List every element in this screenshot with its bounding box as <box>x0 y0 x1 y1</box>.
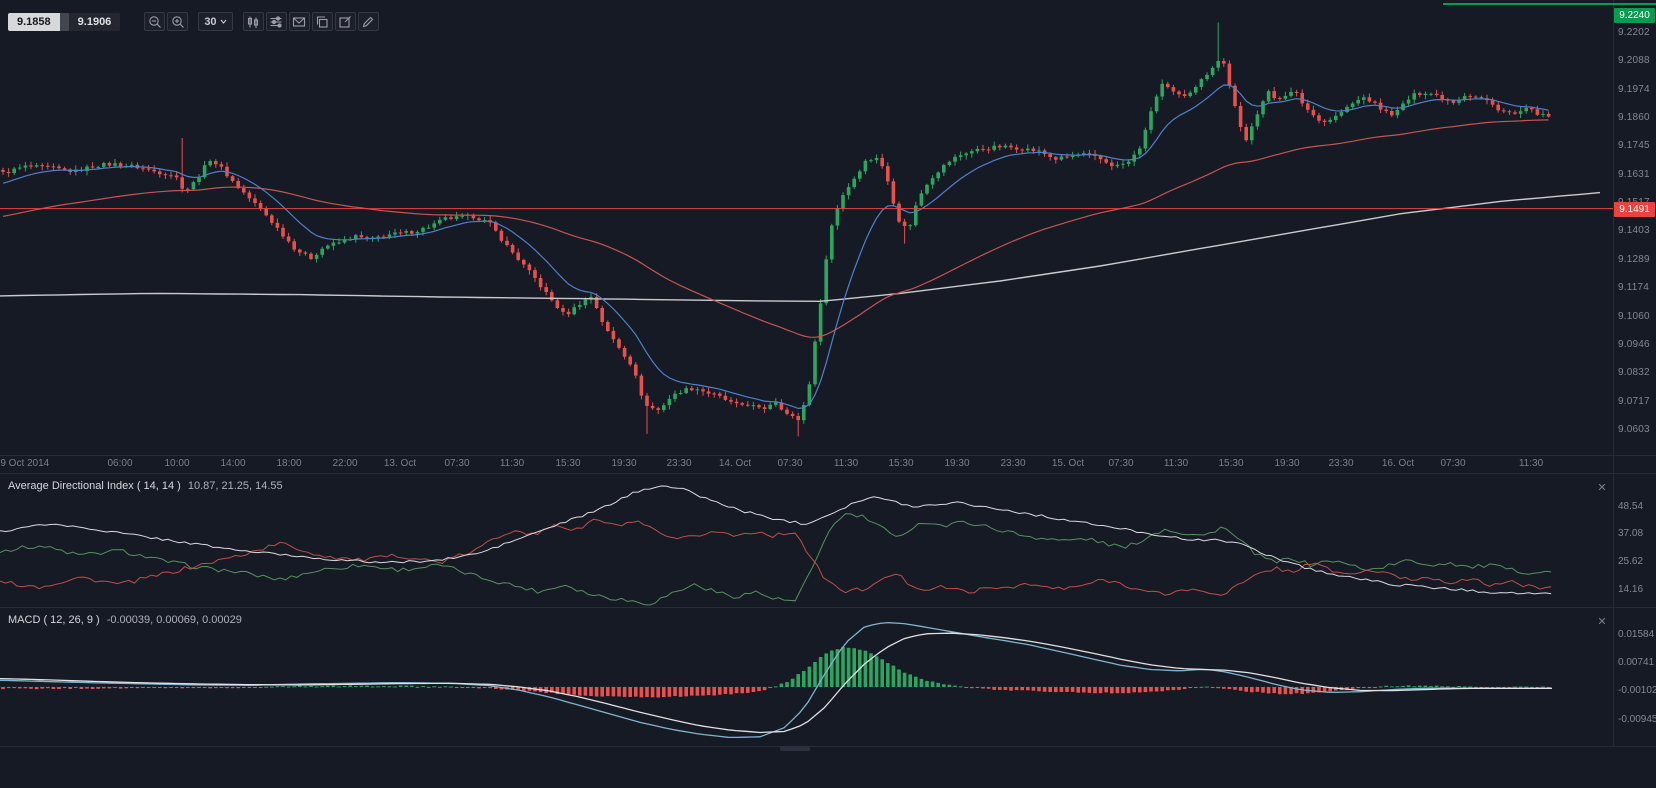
time-axis-label: 16. Oct <box>1381 458 1415 469</box>
price-axis-label: 9.1060 <box>1618 311 1650 322</box>
price-axis-label: 9.0832 <box>1618 367 1650 378</box>
time-axis-label: 23:30 <box>1000 458 1026 469</box>
macd-axis-label: -0.00945 <box>1618 714 1656 725</box>
time-axis-label: 11:30 <box>1518 458 1544 469</box>
macd-pane-bottom-border <box>0 746 1656 747</box>
macd-plot-canvas[interactable] <box>0 607 1613 746</box>
ma-fast-line <box>2 84 1549 410</box>
price-axis-label: 9.1403 <box>1618 225 1650 236</box>
macd-title-values: -0.00039, 0.00069, 0.00029 <box>106 614 242 626</box>
macd-pane-top-border <box>0 607 1656 608</box>
price-axis-label: 9.0717 <box>1618 396 1650 407</box>
alerts-button[interactable] <box>288 12 310 31</box>
time-axis-label: 07:30 <box>1440 458 1466 469</box>
time-axis-label: 13. Oct <box>383 458 417 469</box>
time-axis-top-border <box>0 455 1656 456</box>
macd-title: MACD ( 12, 26, 9 ) -0.00039, 0.00069, 0.0… <box>8 614 242 626</box>
price-axis-label: 9.1860 <box>1618 112 1650 123</box>
chart-type-button[interactable] <box>242 12 264 31</box>
time-axis-label: 15. Oct <box>1051 458 1085 469</box>
time-axis-label: 19:30 <box>611 458 637 469</box>
price-axis-label: 9.1289 <box>1618 254 1650 265</box>
macd-close-icon[interactable]: ✕ <box>1597 616 1607 628</box>
price-axis-label: 9.0603 <box>1618 424 1650 435</box>
time-axis-label: 15:30 <box>888 458 914 469</box>
draw-button[interactable] <box>357 12 379 31</box>
macd-title-name: MACD ( 12, 26, 9 ) <box>8 614 100 626</box>
price-axis-label: 9.1174 <box>1618 282 1650 293</box>
time-axis-label: 06:00 <box>107 458 133 469</box>
macd-axis-label: -0.00102 <box>1618 685 1656 696</box>
current-price-badge: 9.1491 <box>1614 202 1655 217</box>
time-axis-label: 09 Oct 2014 <box>0 458 50 469</box>
copy-button[interactable] <box>311 12 333 31</box>
time-axis-label: 23:30 <box>666 458 692 469</box>
adx-axis-label: 37.08 <box>1618 528 1644 539</box>
main-chart-canvas[interactable] <box>0 0 1613 455</box>
time-axis-label: 07:30 <box>444 458 470 469</box>
draw-icon <box>362 16 374 27</box>
alerts-icon <box>293 16 306 27</box>
adx-title: Average Directional Index ( 14, 14 ) 10.8… <box>8 480 283 492</box>
adx-pane-top-border <box>0 473 1656 474</box>
price-axis-label: 9.1745 <box>1618 140 1650 151</box>
adx-axis-label: 48.54 <box>1618 501 1644 512</box>
price-axis-label: 9.1631 <box>1618 169 1650 180</box>
time-axis-label: 11:30 <box>833 458 859 469</box>
time-axis-label: 14. Oct <box>718 458 752 469</box>
time-axis-label: 10:00 <box>164 458 190 469</box>
zoom-in-icon <box>172 15 184 28</box>
price-axis-border <box>1613 0 1614 746</box>
adx-title-values: 10.87, 21.25, 14.55 <box>187 480 283 492</box>
macd-axis-label: 0.01584 <box>1618 629 1655 640</box>
chart-type-icon <box>248 16 259 28</box>
chart-toolbar: 9.1858 9.1906 30 <box>8 12 381 31</box>
price-axis-label: 9.2088 <box>1618 55 1650 66</box>
indicators-icon <box>270 15 282 28</box>
adx-title-name: Average Directional Index ( 14, 14 ) <box>8 480 181 492</box>
pane-resize-handle[interactable] <box>780 746 810 751</box>
adx-close-icon[interactable]: ✕ <box>1597 482 1607 494</box>
time-axis-label: 19:30 <box>944 458 970 469</box>
quote-widget: 9.1858 9.1906 <box>8 12 121 31</box>
indicators-button[interactable] <box>265 12 287 31</box>
zoom-out-button[interactable] <box>144 12 166 31</box>
time-axis-label: 19:30 <box>1274 458 1300 469</box>
ma-long-line <box>0 191 1601 303</box>
time-axis-label: 23:30 <box>1328 458 1354 469</box>
time-axis-label: 11:30 <box>1163 458 1189 469</box>
time-axis-label: 11:30 <box>499 458 525 469</box>
buy-price-button[interactable]: 9.1906 <box>68 12 121 31</box>
zoom-out-icon <box>149 15 161 28</box>
copy-icon <box>317 15 328 28</box>
spread-indicator <box>59 12 69 31</box>
edit-button[interactable] <box>334 12 356 31</box>
edit-icon <box>339 15 351 28</box>
adx-axis-label: 14.16 <box>1618 584 1644 595</box>
time-axis-label: 07:30 <box>777 458 803 469</box>
high-price-badge: 9.2240 <box>1614 8 1655 23</box>
adx-plot-canvas[interactable] <box>0 474 1613 607</box>
price-axis-label: 9.1974 <box>1618 84 1650 95</box>
macd-histogram <box>1 647 1551 698</box>
candles <box>1 22 1551 437</box>
macd-axis-label: 0.00741 <box>1618 657 1655 668</box>
time-axis-label: 18:00 <box>276 458 302 469</box>
sell-price-button[interactable]: 9.1858 <box>8 12 60 31</box>
interval-button[interactable]: 30 <box>198 12 233 31</box>
time-axis-label: 15:30 <box>555 458 581 469</box>
session-high-line <box>1443 3 1656 5</box>
price-axis-label: 9.0946 <box>1618 339 1650 350</box>
interval-dropdown-icon <box>220 19 226 24</box>
time-axis-label: 15:30 <box>1218 458 1244 469</box>
zoom-in-button[interactable] <box>167 12 189 31</box>
time-axis-label: 22:00 <box>332 458 358 469</box>
interval-label: 30 <box>204 15 217 28</box>
time-axis-label: 07:30 <box>1108 458 1134 469</box>
time-axis-label: 14:00 <box>220 458 246 469</box>
adx-axis-label: 25.62 <box>1618 556 1644 567</box>
price-axis-label: 9.2202 <box>1618 27 1650 38</box>
